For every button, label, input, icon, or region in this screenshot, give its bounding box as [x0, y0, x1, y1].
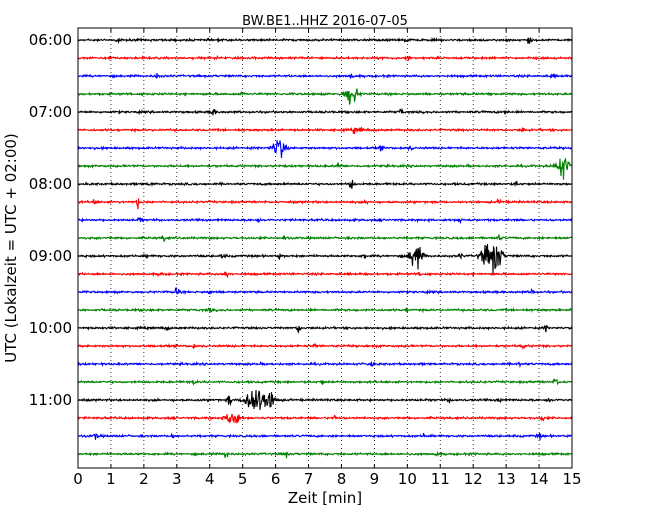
trace-10 — [77, 216, 573, 225]
trace-18 — [77, 360, 573, 369]
x-tick-label: 11 — [431, 470, 450, 488]
y-axis-label: UTC (Lokalzeit = UTC + 02:00) — [2, 133, 20, 363]
trace-12 — [77, 244, 573, 275]
trace-14 — [77, 286, 573, 296]
x-tick-label: 2 — [139, 470, 149, 488]
y-tick-label: 11:00 — [29, 391, 72, 409]
y-axis: 06:00 07:00 08:00 09:00 10:00 11:00 — [29, 31, 572, 409]
trace-1 — [77, 54, 573, 62]
x-tick-label: 10 — [398, 470, 417, 488]
traces-layer — [77, 36, 573, 459]
trace-22 — [77, 432, 573, 441]
x-axis: 0 1 2 3 4 5 6 7 8 9 10 11 12 13 14 15 — [73, 28, 582, 488]
trace-3 — [77, 88, 573, 106]
x-tick-label: 0 — [73, 470, 83, 488]
y-tick-label: 08:00 — [29, 175, 72, 193]
trace-20 — [77, 389, 573, 410]
x-tick-label: 5 — [238, 470, 248, 488]
x-tick-label: 12 — [464, 470, 483, 488]
x-tick-label: 13 — [497, 470, 516, 488]
x-tick-label: 7 — [304, 470, 314, 488]
y-tick-label: 09:00 — [29, 247, 72, 265]
x-tick-label: 8 — [337, 470, 347, 488]
trace-19 — [77, 378, 573, 386]
x-tick-label: 9 — [370, 470, 380, 488]
trace-7 — [77, 158, 572, 180]
grid-layer — [110, 28, 540, 468]
plot-frame — [77, 27, 573, 469]
trace-17 — [77, 342, 573, 351]
x-tick-label: 15 — [562, 470, 581, 488]
trace-15 — [77, 306, 573, 314]
x-axis-label: Zeit [min] — [288, 489, 362, 507]
trace-8 — [77, 179, 573, 189]
trace-16 — [77, 325, 573, 334]
x-tick-label: 3 — [172, 470, 182, 488]
trace-13 — [77, 271, 573, 279]
x-tick-label: 1 — [106, 470, 116, 488]
trace-11 — [77, 234, 573, 243]
trace-6 — [77, 140, 573, 158]
trace-9 — [77, 197, 573, 210]
chart-title: BW.BE1..HHZ 2016-07-05 — [242, 14, 408, 29]
x-tick-label: 14 — [530, 470, 549, 488]
y-tick-label: 06:00 — [29, 31, 72, 49]
trace-23 — [77, 450, 573, 459]
trace-0 — [77, 36, 573, 45]
trace-21 — [77, 413, 573, 424]
trace-2 — [77, 73, 573, 80]
trace-5 — [77, 126, 573, 135]
trace-4 — [77, 107, 573, 116]
x-tick-label: 4 — [205, 470, 215, 488]
y-tick-label: 10:00 — [29, 319, 72, 337]
y-tick-label: 07:00 — [29, 103, 72, 121]
x-tick-label: 6 — [271, 470, 281, 488]
